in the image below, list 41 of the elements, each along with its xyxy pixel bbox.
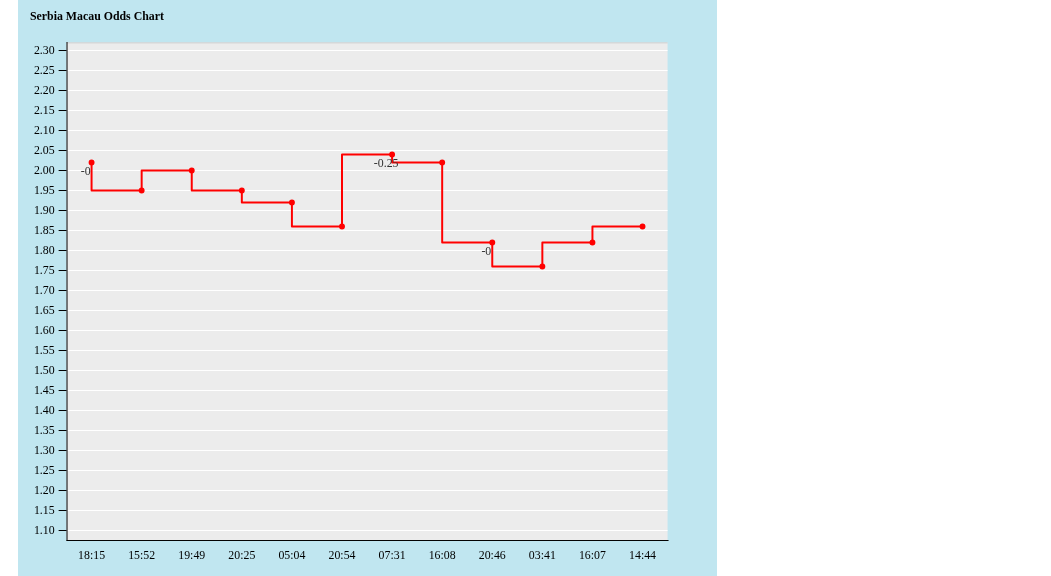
- y-tick-label: 1.95: [33, 182, 55, 197]
- y-tick-label: 1.25: [33, 462, 55, 477]
- y-tick-label: 2.10: [33, 122, 55, 137]
- y-tick-label: 2.20: [33, 82, 55, 97]
- y-tick-label: 1.50: [33, 362, 55, 377]
- annotation: -0.25: [373, 155, 399, 170]
- annotation: -0: [481, 243, 492, 258]
- y-tick-label: 1.30: [33, 442, 55, 457]
- x-tick-label: 05:04: [278, 547, 306, 562]
- x-tick-label: 03:41: [528, 547, 556, 562]
- y-tick-label: 2.00: [33, 162, 55, 177]
- annotation: -0: [80, 163, 91, 178]
- y-tick-label: 1.60: [33, 322, 55, 337]
- x-tick-label: 16:08: [428, 547, 456, 562]
- y-tick-label: 1.35: [33, 422, 55, 437]
- y-tick-label: 1.90: [33, 202, 55, 217]
- y-tick-label: 2.15: [33, 102, 55, 117]
- y-tick-label: 1.75: [33, 262, 55, 277]
- y-tick-label: 2.05: [33, 142, 55, 157]
- y-tick-label: 1.55: [33, 342, 55, 357]
- y-tick-label: 1.70: [33, 282, 55, 297]
- x-tick-label: 15:52: [128, 547, 156, 562]
- y-tick-label: 2.25: [33, 62, 55, 77]
- x-tick-label: 18:15: [78, 547, 106, 562]
- x-tick-label: 16:07: [578, 547, 606, 562]
- y-tick-label: 1.85: [33, 222, 55, 237]
- y-tick-label: 1.40: [33, 402, 55, 417]
- y-tick-label: 1.20: [33, 482, 55, 497]
- x-tick-label: 20:54: [328, 547, 356, 562]
- y-tick-label: 1.10: [33, 522, 55, 537]
- y-tick-label: 1.65: [33, 302, 55, 317]
- y-tick-label: 1.80: [33, 242, 55, 257]
- y-tick-label: 2.30: [33, 42, 55, 57]
- x-tick-label: 20:46: [478, 547, 506, 562]
- x-tick-label: 19:49: [178, 547, 206, 562]
- y-tick-label: 1.45: [33, 382, 55, 397]
- x-tick-label: 20:25: [228, 547, 256, 562]
- chart-title: Serbia Macau Odds Chart: [29, 9, 164, 24]
- x-tick-label: 07:31: [378, 547, 406, 562]
- y-tick-label: 1.15: [33, 502, 55, 517]
- x-tick-label: 14:44: [629, 547, 657, 562]
